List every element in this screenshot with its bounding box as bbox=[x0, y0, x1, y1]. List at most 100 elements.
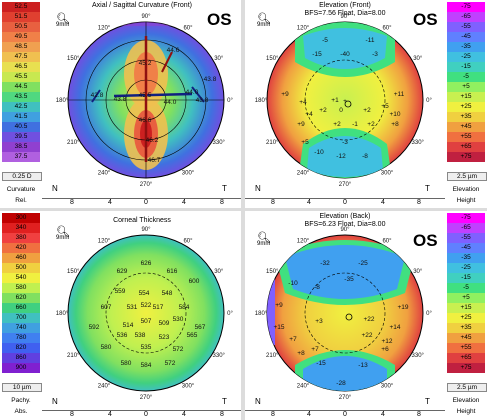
scale-cell: 42.5 bbox=[2, 102, 40, 112]
map-value: 43.8 bbox=[204, 76, 217, 83]
map-value: 600 bbox=[189, 278, 200, 285]
scale-cell: +65 bbox=[447, 353, 485, 363]
elevation-back-map[interactable]: -32 -25 -35 -10 -8 +9 +19 +15 +7 +14 +12 +3 +22 +22 +7… bbox=[245, 225, 445, 411]
scale-cell: +75 bbox=[447, 152, 485, 162]
thickness-step: 10 µm bbox=[2, 383, 42, 392]
scale-cell: +5 bbox=[447, 82, 485, 92]
curvature-title: Axial / Sagittal Curvature (Front) bbox=[92, 2, 192, 9]
magnifier-icon-3[interactable]: 🔍︎ bbox=[56, 226, 70, 238]
angle-label: 30° bbox=[214, 56, 224, 62]
map-value: +8 bbox=[297, 350, 305, 357]
thickness-cap2: Abs. bbox=[14, 408, 28, 415]
elev-back-title: Elevation (Back) bbox=[319, 213, 371, 220]
scale-cell: 620 bbox=[2, 293, 40, 303]
angle-label: 120° bbox=[98, 25, 111, 31]
map-value: +14 bbox=[389, 324, 400, 331]
scale-cell: +75 bbox=[447, 363, 485, 373]
angle-label: 270° bbox=[339, 395, 352, 401]
nasal-label: N bbox=[52, 184, 58, 193]
map-value: -13 bbox=[358, 362, 368, 369]
scale-cell: +35 bbox=[447, 323, 485, 333]
thickness-title: Corneal Thickness bbox=[113, 217, 171, 224]
svg-text:+: + bbox=[343, 98, 347, 105]
elev-front-step: 2.5 µm bbox=[447, 172, 487, 181]
magnifier-icon[interactable]: 🔍︎ bbox=[56, 13, 70, 25]
angle-label: 300° bbox=[182, 384, 195, 390]
scale-cell: 580 bbox=[2, 283, 40, 293]
map-value: 580 bbox=[101, 344, 112, 351]
zoom-control-4[interactable]: 🔍︎ 9mm bbox=[257, 231, 287, 253]
scale-cell: +55 bbox=[447, 132, 485, 142]
angle-label: 150° bbox=[266, 269, 279, 275]
scale-cell: -15 bbox=[447, 273, 485, 283]
angle-label: 270° bbox=[339, 182, 352, 188]
scale-cell: +5 bbox=[447, 293, 485, 303]
map-value: 554 bbox=[139, 290, 150, 297]
curvature-color-scale: 52.5 51.5 50.5 49.5 48.5 47.5 46.5 45.5 44.5 43.5… bbox=[2, 2, 42, 204]
elev-back-ruler: 8 4 0 4 8 bbox=[245, 410, 445, 418]
angle-label: 210° bbox=[266, 140, 279, 146]
zoom-control-2[interactable]: 🔍︎ 9mm bbox=[257, 12, 287, 34]
scale-cell: 540 bbox=[2, 273, 40, 283]
map-value: 559 bbox=[115, 288, 126, 295]
map-value: 565 bbox=[187, 332, 198, 339]
scale-cell: 49.5 bbox=[2, 32, 40, 42]
map-value: +2 bbox=[363, 107, 371, 114]
angle-label: 30° bbox=[413, 56, 423, 62]
elev-front-cap1: Elevation bbox=[452, 186, 480, 193]
angle-label: 30° bbox=[413, 269, 423, 275]
angle-label: 270° bbox=[140, 395, 153, 401]
curvature-panel: 52.5 51.5 50.5 49.5 48.5 47.5 46.5 45.5 44.5 43.5… bbox=[0, 0, 241, 208]
scale-cell: 43.5 bbox=[2, 92, 40, 102]
scale-cell: 420 bbox=[2, 243, 40, 253]
scale-cell: 46.5 bbox=[2, 62, 40, 72]
scale-cell: -75 bbox=[447, 213, 485, 223]
angle-label: 210° bbox=[266, 353, 279, 359]
map-value: -32 bbox=[320, 260, 330, 267]
scale-cell: 51.5 bbox=[2, 12, 40, 22]
map-value: -15 bbox=[316, 360, 326, 367]
map-value: -10 bbox=[288, 280, 298, 287]
angle-label: 60° bbox=[382, 238, 392, 244]
map-value: +9 bbox=[297, 121, 305, 128]
elevation-front-map[interactable]: + -5 -11-15 -40 -3+9+4+11+1+5+2 0 +2+4 +10+9 +2… bbox=[245, 12, 445, 198]
temporal-label-2: T bbox=[425, 184, 430, 193]
scale-cell: 39.5 bbox=[2, 132, 40, 142]
thickness-cap1: Pachy. bbox=[11, 397, 31, 404]
scale-cell: 40.5 bbox=[2, 122, 40, 132]
map-value: +12 bbox=[381, 338, 392, 345]
map-value: +2 bbox=[367, 121, 375, 128]
magnifier-icon-4[interactable]: 🔍︎ bbox=[257, 232, 271, 244]
elev-back-cap1: Elevation bbox=[452, 397, 480, 404]
map-value: 509 bbox=[159, 320, 170, 327]
angle-label: 300° bbox=[381, 384, 394, 390]
zoom-control[interactable]: 🔍︎ 9mm bbox=[56, 12, 86, 34]
map-value: 584 bbox=[179, 304, 190, 311]
angle-label: 300° bbox=[381, 171, 394, 177]
scale-cell: -65 bbox=[447, 12, 485, 22]
angle-label: 210° bbox=[67, 353, 80, 359]
scale-cell: 660 bbox=[2, 303, 40, 313]
thickness-map[interactable]: 626 629 616 600 559 554 548 607 531 522 517 584 592 5… bbox=[42, 225, 241, 411]
angle-label: 240° bbox=[297, 384, 310, 390]
elevation-back-panel: Elevation (Back) BFS=6.23 Float, Dia=8.0… bbox=[245, 211, 487, 420]
angle-label: 90° bbox=[340, 227, 350, 233]
map-value: 629 bbox=[117, 268, 128, 275]
angle-label: 330° bbox=[412, 140, 425, 146]
curvature-map[interactable]: 44.645.243.844.043.842.843.845.544.046.6… bbox=[42, 12, 241, 198]
map-value: +4 bbox=[305, 111, 313, 118]
zoom-label-2: 9mm bbox=[257, 22, 271, 28]
map-value: 531 bbox=[127, 304, 138, 311]
angle-label: 240° bbox=[297, 171, 310, 177]
angle-label: 330° bbox=[213, 353, 226, 359]
map-value: +8 bbox=[391, 121, 399, 128]
nasal-label-4: N bbox=[255, 397, 261, 406]
scale-cell: 460 bbox=[2, 253, 40, 263]
scale-cell: 44.5 bbox=[2, 82, 40, 92]
scale-cell: -55 bbox=[447, 22, 485, 32]
map-value: +2 bbox=[333, 121, 341, 128]
magnifier-icon-2[interactable]: 🔍︎ bbox=[257, 13, 271, 25]
zoom-control-3[interactable]: 🔍︎ 9mm bbox=[56, 225, 86, 247]
scale-cell: 50.5 bbox=[2, 22, 40, 32]
angle-label: 240° bbox=[98, 384, 111, 390]
